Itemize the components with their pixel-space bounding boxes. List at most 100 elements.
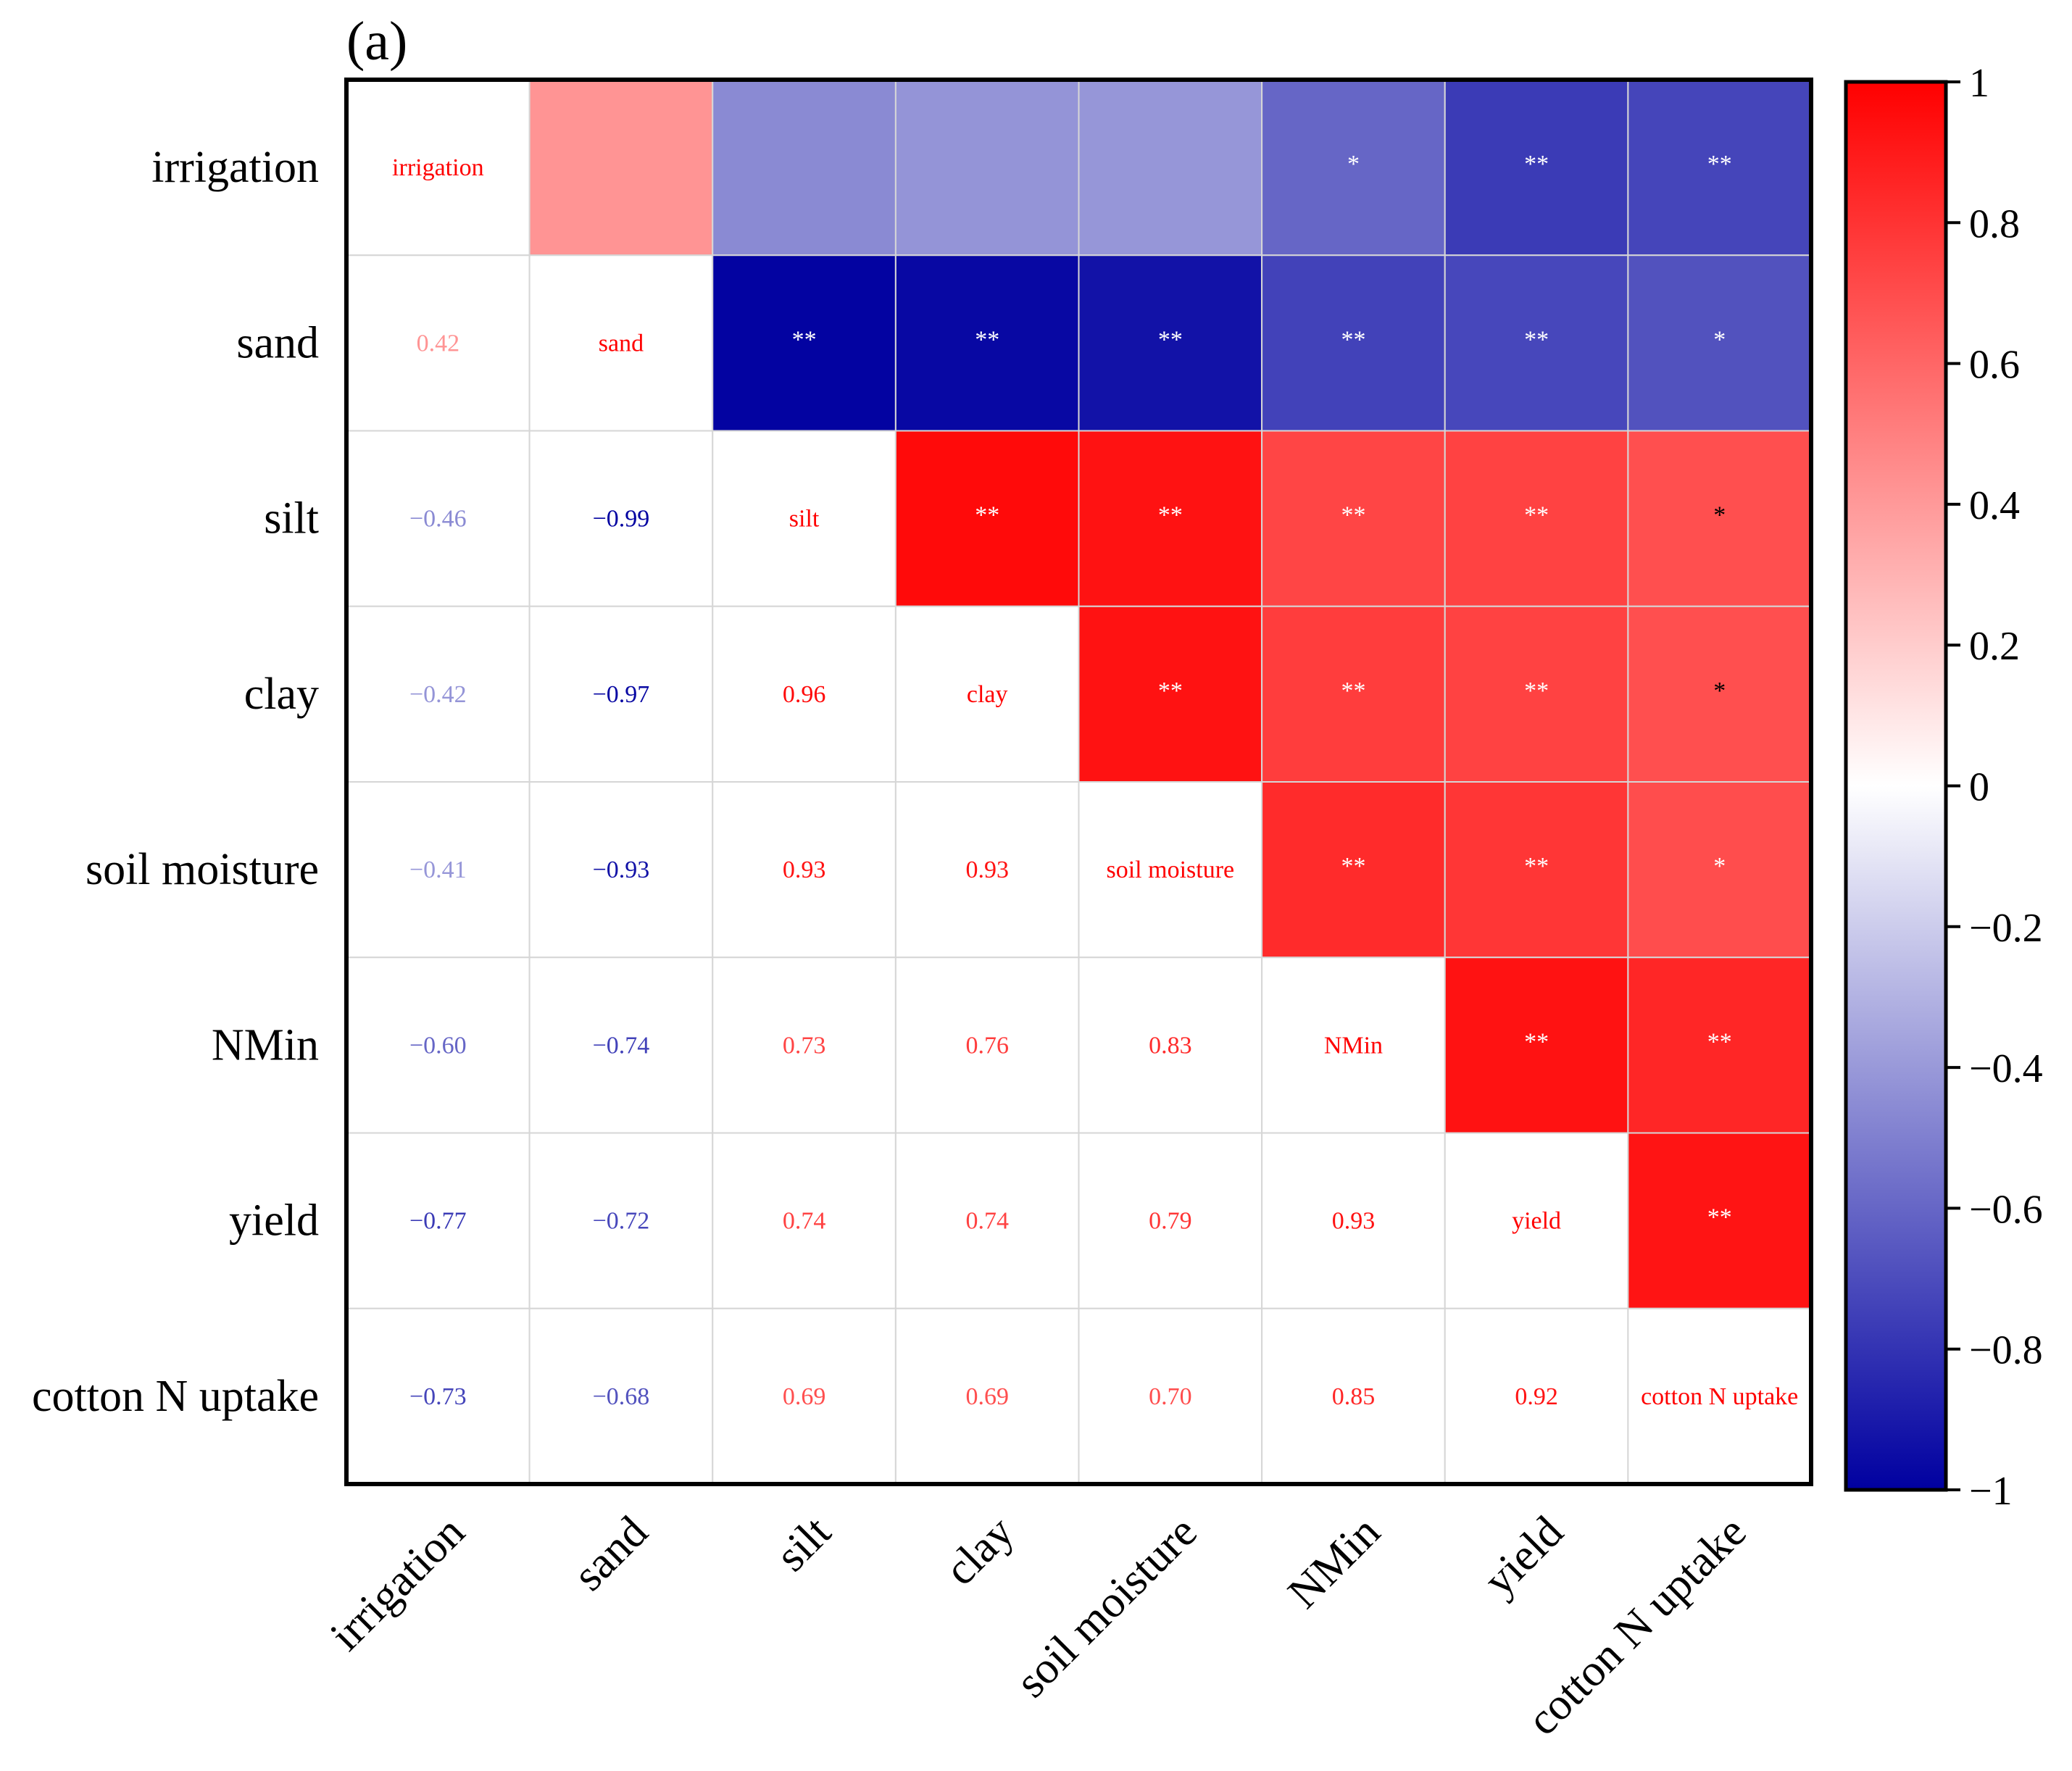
significance-mark: ** (1524, 502, 1549, 529)
heatmap-blank-cell (528, 254, 714, 432)
row-label: irrigation (151, 143, 319, 192)
colorbar-tick-label: −0.6 (1969, 1187, 2043, 1232)
colorbar-tick-label: 0.2 (1969, 624, 2020, 669)
significance-mark: ** (1158, 502, 1183, 529)
row-label: clay (244, 670, 319, 719)
significance-mark: * (1713, 502, 1726, 529)
significance-mark: * (1713, 853, 1726, 880)
heatmap-blank-cell (346, 957, 531, 1134)
heatmap-cell-text: irrigation * ** **0.42 sand ** ** ** ** ** *−0.46−… (392, 151, 1798, 1410)
heatmap-cell (1261, 79, 1446, 257)
significance-mark: ** (1707, 1028, 1732, 1055)
heatmap-blank-cell (1444, 1307, 1629, 1485)
correlation-value: 0.92 (1515, 1383, 1558, 1410)
column-label: irrigation (321, 1507, 474, 1660)
heatmap-blank-cell (712, 1132, 896, 1309)
colorbar-tick-label: −0.4 (1969, 1046, 2043, 1091)
correlation-value: 0.96 (783, 681, 826, 708)
row-label: cotton N uptake (32, 1372, 319, 1421)
diagonal-label: cotton N uptake (1641, 1383, 1798, 1410)
column-label: yield (1474, 1507, 1573, 1606)
diagonal-label: silt (789, 506, 820, 533)
diagonal-label: clay (967, 681, 1008, 708)
heatmap-blank-cell (528, 430, 714, 607)
correlation-value: −0.60 (409, 1032, 467, 1059)
row-label: soil moisture (86, 845, 319, 894)
heatmap-cell (1627, 254, 1812, 432)
heatmap-cell (1627, 605, 1812, 783)
heatmap-blank-cell (1078, 1132, 1263, 1309)
heatmap-blank-cell (712, 605, 896, 783)
colorbar (1844, 80, 1948, 1492)
heatmap-blank-cell (1078, 1307, 1263, 1485)
heatmap-blank-cell (712, 430, 896, 607)
heatmap-cell (1627, 781, 1812, 959)
correlation-value: 0.74 (783, 1208, 826, 1235)
heatmap-blank-cell (346, 605, 531, 783)
heatmap-cell (1444, 957, 1629, 1134)
heatmap-cell (894, 254, 1080, 432)
colorbar-tick-label: 0 (1969, 765, 1989, 810)
correlation-value: 0.76 (965, 1032, 1009, 1059)
correlation-value: −0.99 (593, 506, 650, 533)
correlation-value: −0.72 (593, 1208, 650, 1235)
heatmap-cell (528, 79, 714, 257)
heatmap-blank-cell (894, 957, 1080, 1134)
correlation-value: 0.73 (783, 1032, 826, 1059)
colorbar-tick-label: 1 (1969, 61, 1989, 106)
significance-mark: * (1713, 326, 1726, 353)
heatmap-blank-cell (346, 254, 531, 432)
heatmap-cell (1627, 430, 1812, 607)
heatmap-cell (894, 430, 1080, 607)
significance-mark: ** (1524, 1028, 1549, 1055)
colorbar-ticks: 1 0.8 0.6 0.4 0.2 0 −0.2 −0.4 −0.6 −0.8 −1 (1946, 61, 2043, 1514)
heatmap-blank-cell (346, 79, 531, 257)
significance-mark: ** (1524, 678, 1549, 704)
significance-mark: ** (1707, 151, 1732, 178)
significance-mark: ** (1341, 853, 1365, 880)
heatmap-cell (1261, 430, 1446, 607)
heatmap-blank-cell (894, 1307, 1080, 1485)
row-label: NMin (212, 1020, 319, 1070)
heatmap-blank-cell (528, 1132, 714, 1309)
correlation-value: 0.93 (783, 857, 826, 883)
row-label: silt (264, 494, 319, 543)
heatmap-blank-cell (894, 1132, 1080, 1309)
correlation-value: 0.69 (965, 1383, 1009, 1410)
significance-mark: ** (1341, 678, 1365, 704)
correlation-value: −0.77 (409, 1208, 467, 1235)
significance-mark: ** (1707, 1204, 1732, 1231)
heatmap-blank-cell (1444, 1132, 1629, 1309)
diagonal-label: irrigation (392, 154, 484, 181)
significance-mark: ** (975, 326, 999, 353)
diagonal-label: yield (1512, 1208, 1561, 1235)
significance-mark: ** (975, 502, 999, 529)
heatmap-blank-cell (528, 605, 714, 783)
diagonal-label: soil moisture (1107, 857, 1235, 883)
diagonal-label: NMin (1324, 1032, 1383, 1059)
column-label: NMin (1279, 1507, 1390, 1618)
correlation-value: 0.70 (1149, 1383, 1192, 1410)
heatmap-cell (1078, 605, 1263, 783)
correlation-value: 0.83 (1149, 1032, 1192, 1059)
correlation-value: −0.74 (593, 1032, 650, 1059)
heatmap-cell (1444, 605, 1629, 783)
column-label: silt (767, 1507, 841, 1581)
significance-mark: ** (1341, 502, 1365, 529)
colorbar-tick-label: 0.6 (1969, 343, 2020, 388)
row-labels: irrigation sand silt clay soil moisture NMin y… (32, 143, 319, 1421)
heatmap-cell (1078, 79, 1263, 257)
heatmap-cell (712, 79, 896, 257)
colorbar-tick-label: −1 (1969, 1469, 2013, 1514)
colorbar-tick-label: −0.8 (1969, 1328, 2043, 1373)
column-label: soil moisture (1007, 1507, 1207, 1707)
colorbar-tick-label: −0.2 (1969, 906, 2043, 951)
heatmap-cell (1627, 79, 1812, 257)
heatmap-blank-cell (346, 430, 531, 607)
significance-mark: ** (1524, 326, 1549, 353)
correlation-value: 0.85 (1332, 1383, 1376, 1410)
significance-mark: ** (1158, 678, 1183, 704)
correlation-value: −0.41 (409, 857, 467, 883)
significance-mark: * (1347, 151, 1360, 178)
